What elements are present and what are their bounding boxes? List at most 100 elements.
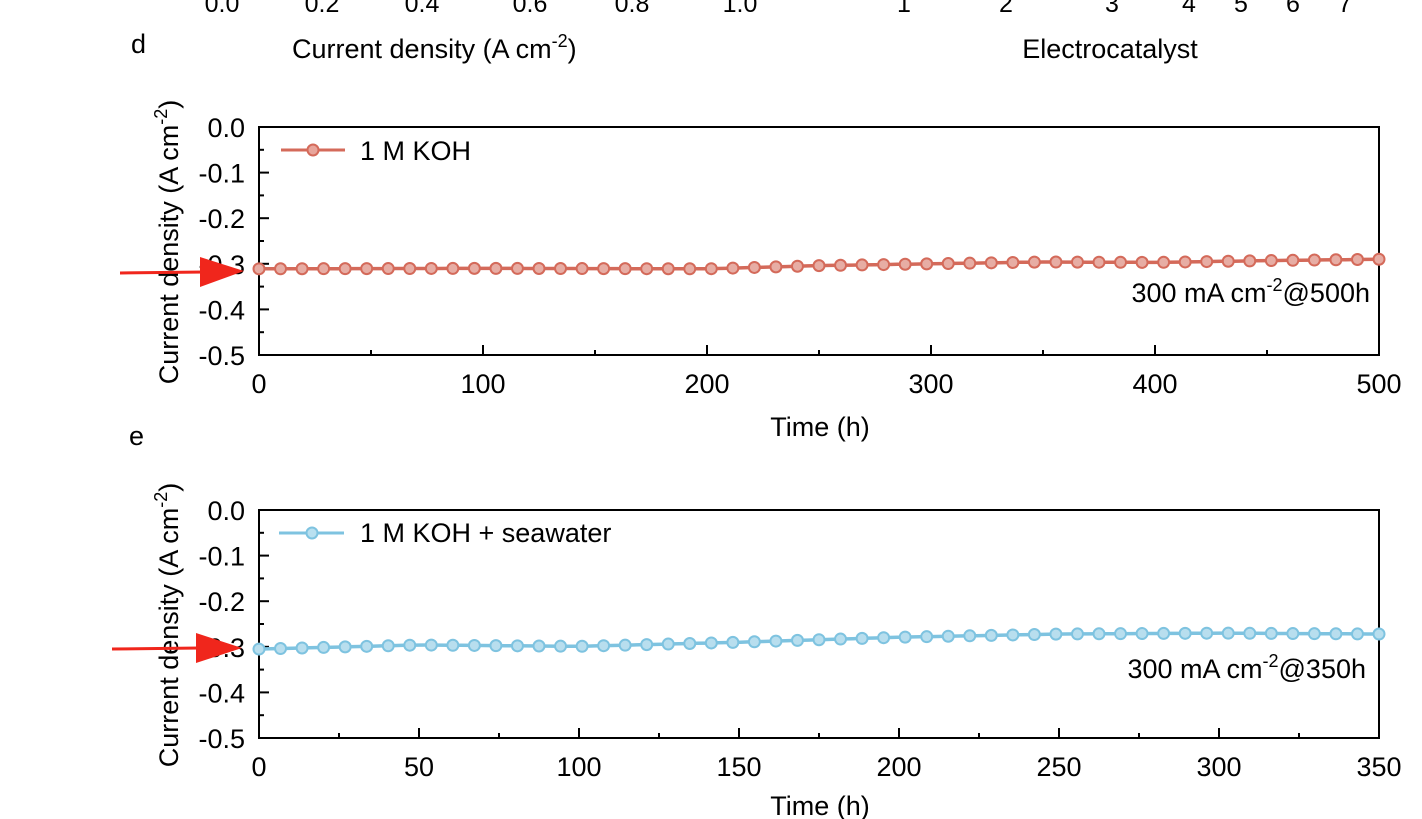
top-strip: 0.0 0.2 0.4 0.6 0.8 1.0 Current density … xyxy=(205,0,1352,64)
series-marker-d xyxy=(554,262,568,276)
series-marker-d xyxy=(704,262,718,276)
top-right-xlabel: Electrocatalyst xyxy=(1022,34,1198,64)
panel-label-e: e xyxy=(129,421,144,451)
top-left-tick: 0.6 xyxy=(513,0,548,18)
y-axis-label-d-main: Current density (A cm xyxy=(154,125,184,385)
legend-d: 1 M KOH xyxy=(281,136,471,166)
top-left-tick: 0.2 xyxy=(305,0,340,18)
series-marker-e xyxy=(575,639,589,653)
series-marker-e xyxy=(1286,627,1300,641)
series-marker-d xyxy=(683,262,697,276)
x-tick-label-e: 50 xyxy=(404,752,434,782)
series-marker-d xyxy=(812,259,826,273)
y-axis-label-e: Current density (A cm-2) xyxy=(151,483,184,768)
y-tick-label-e: -0.1 xyxy=(198,542,245,572)
series-marker-e xyxy=(403,638,417,652)
y-axis-label-d: Current density (A cm-2) xyxy=(151,100,184,385)
series-marker-d xyxy=(338,262,352,276)
top-left-tick: 1.0 xyxy=(723,0,758,18)
series-marker-d xyxy=(898,257,912,271)
series-marker-d xyxy=(252,262,266,276)
series-marker-e xyxy=(532,639,546,653)
x-tick-label-e: 250 xyxy=(1036,752,1081,782)
series-marker-d xyxy=(575,262,589,276)
series-marker-e xyxy=(618,638,632,652)
series-marker-d xyxy=(1049,255,1063,269)
y-tick-label-d: 0.0 xyxy=(207,113,245,143)
series-marker-d xyxy=(274,262,288,276)
top-left-xlabel-end: ) xyxy=(568,34,577,64)
series-marker-e xyxy=(554,639,568,653)
series-marker-d xyxy=(618,262,632,276)
series-marker-d xyxy=(1178,255,1192,269)
annotation-d-main: 300 mA cm xyxy=(1131,278,1266,308)
series-marker-e xyxy=(812,633,826,647)
series-marker-d xyxy=(1027,255,1041,269)
series-marker-e xyxy=(877,631,891,645)
series-marker-e xyxy=(1178,626,1192,640)
legend-e: 1 M KOH + seawater xyxy=(279,518,611,548)
legend-label-e: 1 M KOH + seawater xyxy=(360,518,611,548)
series-marker-d xyxy=(640,262,654,276)
arrow-shaft-d xyxy=(119,270,206,275)
series-marker-d xyxy=(834,258,848,272)
top-right-tick: 1 xyxy=(897,0,911,18)
series-marker-d xyxy=(532,261,546,275)
series-marker-e xyxy=(1049,627,1063,641)
arrow-head-e xyxy=(196,633,242,663)
series-marker-e xyxy=(963,629,977,643)
annotation-d-sup: -2 xyxy=(1267,275,1283,295)
top-right-tick: 5 xyxy=(1234,0,1248,18)
y-tick-label-d: -0.2 xyxy=(198,204,245,234)
series-marker-d xyxy=(1243,254,1257,268)
annotation-e: 300 mA cm-2@350h xyxy=(1127,651,1366,684)
series-marker-d xyxy=(1135,255,1149,269)
series-marker-d xyxy=(1200,255,1214,269)
x-axis-label-e: Time (h) xyxy=(770,791,870,819)
series-marker-d xyxy=(855,258,869,272)
series-marker-e xyxy=(704,636,718,650)
series-marker-e xyxy=(1157,626,1171,640)
series-marker-e xyxy=(1264,626,1278,640)
y-axis-label-e-main: Current density (A cm xyxy=(154,508,184,768)
y-axis-label-d-sup: -2 xyxy=(151,109,171,125)
annotation-d-end: @500h xyxy=(1283,278,1370,308)
series-marker-e xyxy=(381,639,395,653)
x-tick-label-d: 300 xyxy=(908,369,953,399)
legend-label-d: 1 M KOH xyxy=(360,136,471,166)
series-marker-d xyxy=(360,262,374,276)
annotation-e-end: @350h xyxy=(1279,654,1366,684)
series-marker-e xyxy=(683,637,697,651)
plot-area-e: 0501001502002503003500.0-0.1-0.2-0.3-0.4… xyxy=(198,496,1401,782)
series-marker-d xyxy=(1006,255,1020,269)
top-right-tick: 4 xyxy=(1182,0,1196,18)
series-marker-d xyxy=(963,256,977,270)
x-tick-label-d: 200 xyxy=(684,369,729,399)
x-tick-label-d: 0 xyxy=(251,369,266,399)
series-marker-e xyxy=(1070,627,1084,641)
y-axis-label-d-end: ) xyxy=(154,100,184,109)
legend-marker-d xyxy=(306,143,320,157)
x-tick-label-e: 0 xyxy=(251,752,266,782)
series-marker-e xyxy=(1350,627,1364,641)
series-marker-d xyxy=(295,262,309,276)
y-tick-label-d: -0.4 xyxy=(198,295,245,325)
series-marker-d xyxy=(510,261,524,275)
series-marker-d xyxy=(1221,254,1235,268)
series-marker-e xyxy=(446,638,460,652)
y-axis-label-e-end: ) xyxy=(154,483,184,492)
x-tick-label-e: 300 xyxy=(1196,752,1241,782)
series-marker-d xyxy=(597,262,611,276)
panel-e: e Current density (A cm-2) 0 50 100 150 200 2… xyxy=(111,421,1402,819)
series-marker-e xyxy=(252,642,266,656)
series-marker-d xyxy=(920,257,934,271)
series-marker-e xyxy=(726,635,740,649)
series-marker-e xyxy=(1135,627,1149,641)
x-tick-label-d: 100 xyxy=(460,369,505,399)
series-marker-e xyxy=(360,639,374,653)
series-marker-e xyxy=(834,632,848,646)
series-marker-e xyxy=(898,630,912,644)
series-marker-d xyxy=(467,261,481,275)
series-marker-e xyxy=(274,642,288,656)
